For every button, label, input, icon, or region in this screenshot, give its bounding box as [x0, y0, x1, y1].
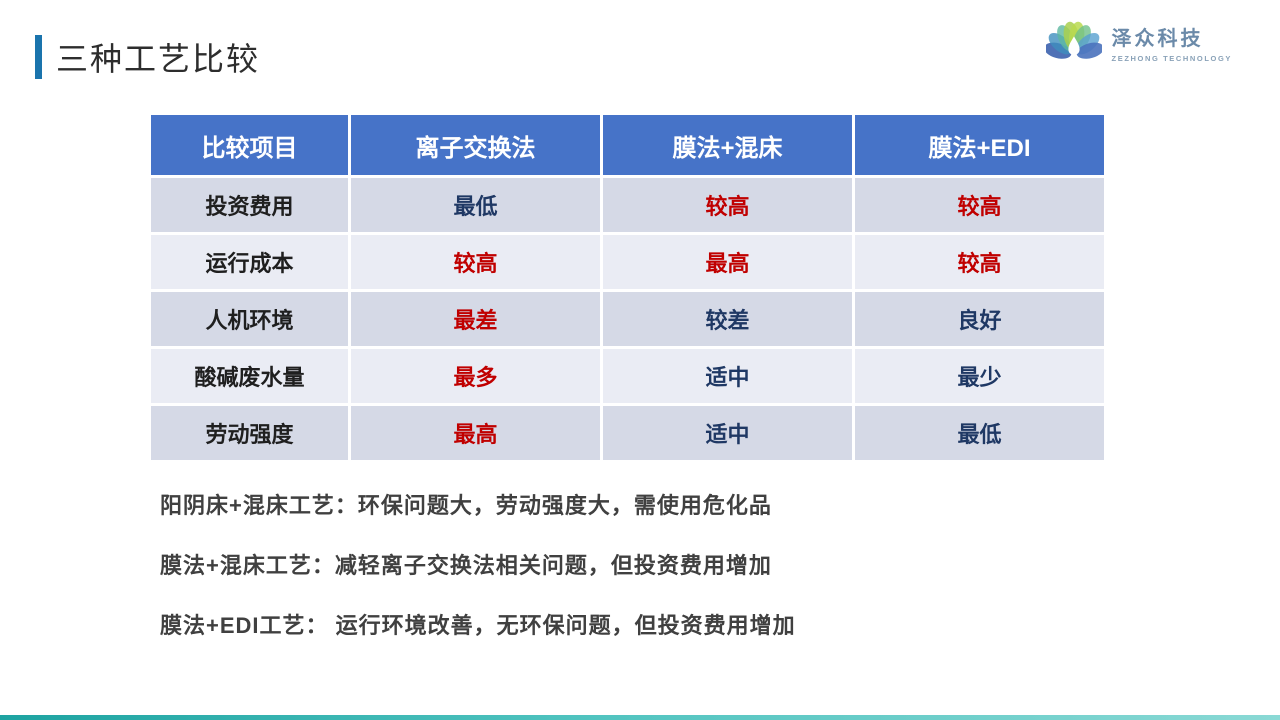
table-cell: 良好	[852, 289, 1107, 349]
table-cell: 最低	[348, 175, 603, 235]
note-line: 阳阴床+混床工艺：环保问题大，劳动强度大，需使用危化品	[160, 493, 772, 518]
row-label: 酸碱废水量	[148, 346, 351, 406]
header-cell-ion-exchange: 离子交换法	[348, 112, 603, 178]
logo-company-subtitle: ZEZHONG TECHNOLOGY	[1111, 53, 1232, 63]
cell-value: 最高	[705, 251, 750, 276]
table-row: 人机环境 最差 较差 良好	[148, 289, 1107, 349]
footer-accent-bar	[0, 715, 1280, 720]
row-label: 人机环境	[148, 289, 351, 349]
table-row: 劳动强度 最高 适中 最低	[148, 403, 1107, 463]
table-cell: 最少	[852, 346, 1107, 406]
row-label: 运行成本	[148, 232, 351, 292]
cell-value: 良好	[957, 308, 1002, 333]
table-row: 酸碱废水量 最多 适中 最少	[148, 346, 1107, 406]
table-cell: 较高	[852, 175, 1107, 235]
table-cell: 最高	[348, 403, 603, 463]
table-cell: 较高	[600, 175, 855, 235]
cell-value: 适中	[705, 422, 750, 447]
lotus-flower-icon	[1045, 21, 1102, 59]
cell-value: 最差	[453, 308, 498, 333]
table-cell: 最多	[348, 346, 603, 406]
cell-value: 较差	[705, 308, 750, 333]
row-label: 投资费用	[148, 175, 351, 235]
cell-value: 最多	[453, 365, 498, 390]
process-notes: 阳阴床+混床工艺：环保问题大，劳动强度大，需使用危化品 膜法+混床工艺：减轻离子…	[160, 490, 796, 670]
table-row: 运行成本 较高 最高 较高	[148, 232, 1107, 292]
note-line: 膜法+混床工艺：减轻离子交换法相关问题，但投资费用增加	[160, 553, 772, 578]
slide-title-block: 三种工艺比较	[35, 34, 260, 80]
table-header-row: 比较项目 离子交换法 膜法+混床 膜法+EDI	[148, 112, 1107, 178]
cell-value: 较高	[957, 194, 1002, 219]
page-title: 三种工艺比较	[56, 41, 261, 77]
table-cell: 最高	[600, 232, 855, 292]
cell-value: 最低	[957, 422, 1002, 447]
process-comparison-table: 比较项目 离子交换法 膜法+混床 膜法+EDI 投资费用 最低 较高 较高 运行…	[148, 112, 1107, 463]
cell-value: 最高	[453, 422, 498, 447]
table-cell: 适中	[600, 346, 855, 406]
row-label: 劳动强度	[148, 403, 351, 463]
header-cell-membrane-mixed-bed: 膜法+混床	[600, 112, 855, 178]
cell-value: 较高	[957, 251, 1002, 276]
cell-value: 最少	[957, 365, 1002, 390]
cell-value: 适中	[705, 365, 750, 390]
company-logo: 泽众科技 ZEZHONG TECHNOLOGY	[1045, 14, 1232, 70]
table-cell: 较高	[852, 232, 1107, 292]
table-cell: 较高	[348, 232, 603, 292]
cell-value: 较高	[453, 251, 498, 276]
logo-company-name: 泽众科技	[1111, 27, 1204, 50]
note-line: 膜法+EDI工艺： 运行环境改善，无环保问题，但投资费用增加	[160, 613, 796, 638]
table-row: 投资费用 最低 较高 较高	[148, 175, 1107, 235]
table-cell: 适中	[600, 403, 855, 463]
table-cell: 最差	[348, 289, 603, 349]
header-cell-membrane-edi: 膜法+EDI	[852, 112, 1107, 178]
title-accent-bar	[35, 35, 42, 79]
table-cell: 最低	[852, 403, 1107, 463]
cell-value: 最低	[453, 194, 498, 219]
cell-value: 较高	[705, 194, 750, 219]
table-cell: 较差	[600, 289, 855, 349]
header-cell-compare-item: 比较项目	[148, 112, 351, 178]
